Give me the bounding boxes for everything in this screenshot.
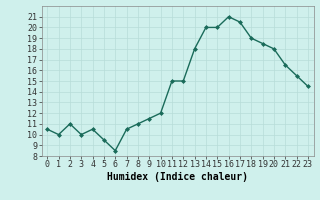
X-axis label: Humidex (Indice chaleur): Humidex (Indice chaleur) <box>107 172 248 182</box>
